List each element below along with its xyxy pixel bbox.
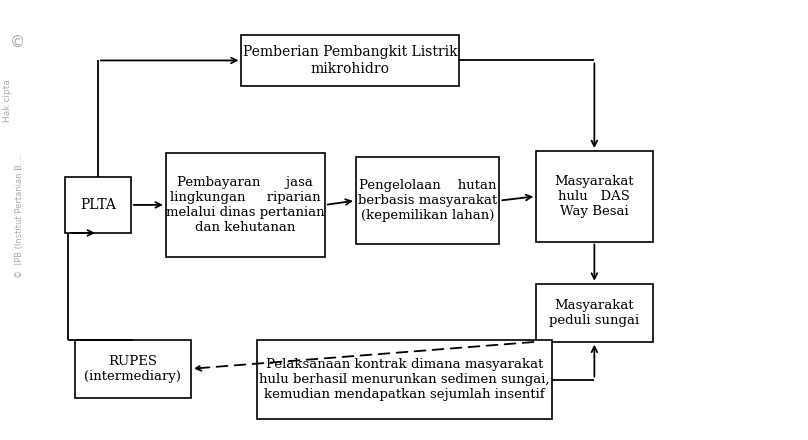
Text: Hak cipta: Hak cipta — [3, 79, 12, 122]
FancyBboxPatch shape — [356, 158, 499, 244]
Text: ©: © — [10, 35, 25, 50]
Text: Pengelolaan    hutan
berbasis masyarakat
(kepemilikan lahan): Pengelolaan hutan berbasis masyarakat (k… — [358, 179, 497, 222]
FancyBboxPatch shape — [65, 177, 131, 233]
FancyBboxPatch shape — [166, 153, 325, 257]
Text: Masyarakat
hulu   DAS
Way Besai: Masyarakat hulu DAS Way Besai — [554, 175, 634, 218]
FancyBboxPatch shape — [257, 340, 552, 419]
Text: ©  IPB (Institut Pertanian B....: © IPB (Institut Pertanian B.... — [15, 154, 23, 279]
Text: PLTA: PLTA — [80, 198, 116, 212]
Text: Masyarakat
peduli sungai: Masyarakat peduli sungai — [549, 299, 639, 327]
Text: Pemberian Pembangkit Listrik
mikrohidro: Pemberian Pembangkit Listrik mikrohidro — [242, 45, 457, 76]
Text: RUPES
(intermediary): RUPES (intermediary) — [84, 355, 181, 383]
FancyBboxPatch shape — [537, 284, 653, 342]
Text: Pembayaran      jasa
lingkungan     riparian
melalui dinas pertanian
dan kehutan: Pembayaran jasa lingkungan riparian mela… — [166, 176, 325, 234]
FancyBboxPatch shape — [74, 340, 191, 398]
FancyBboxPatch shape — [537, 151, 653, 242]
FancyBboxPatch shape — [242, 35, 459, 86]
Text: Pelaksanaan kontrak dimana masyarakat
hulu berhasil menurunkan sedimen sungai,
k: Pelaksanaan kontrak dimana masyarakat hu… — [259, 358, 549, 401]
